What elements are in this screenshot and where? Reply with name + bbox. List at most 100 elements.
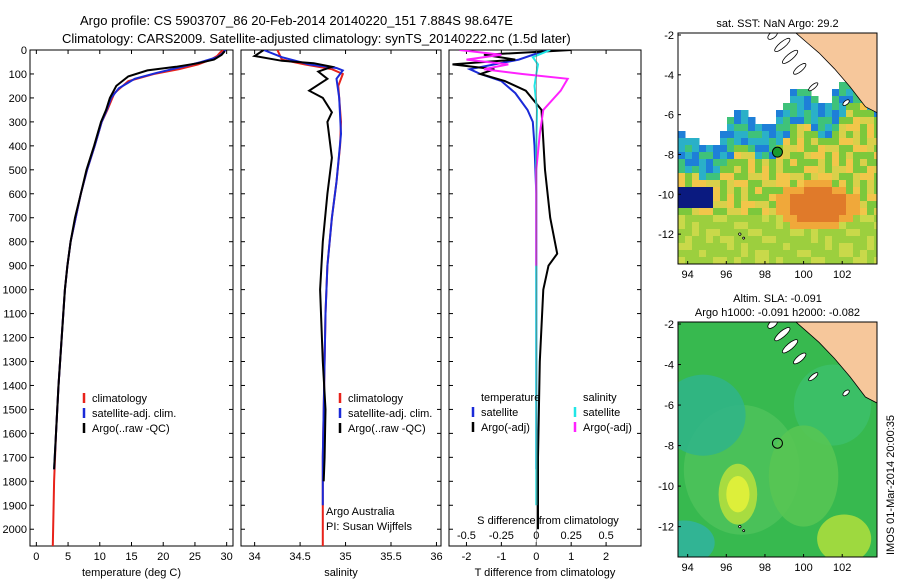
sst-cell (755, 187, 763, 195)
sst-cell (769, 222, 777, 230)
y-tick-label: 1700 (3, 452, 27, 464)
sst-cell (685, 215, 693, 223)
sst-cell (734, 166, 742, 174)
sst-cell (776, 131, 784, 139)
sst-cell (755, 124, 763, 132)
sst-cell (713, 201, 721, 209)
sst-cell (846, 222, 854, 230)
island (793, 63, 807, 75)
sst-cell (818, 208, 826, 216)
sst-cell (790, 243, 798, 251)
sst-cell (762, 201, 770, 209)
sst-cell (678, 201, 686, 209)
sst-cell (839, 257, 847, 264)
sst-cell (797, 131, 805, 139)
sst-cell (818, 173, 826, 181)
sst-cell (804, 250, 812, 258)
sst-cell (804, 124, 812, 132)
sst-cell (804, 138, 812, 146)
sst-cell (797, 89, 805, 97)
legend-label: Argo(..raw -QC) (348, 423, 426, 435)
map-y-tick-label: -6 (664, 110, 674, 122)
sst-cell (783, 215, 791, 223)
sst-cell (818, 145, 826, 153)
legend-label: Argo(-adj) (583, 422, 632, 434)
sst-cell (839, 82, 847, 90)
sst-cell (783, 117, 791, 125)
map-frame (677, 32, 878, 265)
map-x-tick-label: 94 (682, 562, 694, 574)
sst-cell (769, 145, 777, 153)
plot-frame (448, 49, 642, 547)
sst-cell (734, 131, 742, 139)
sst-cell (790, 236, 798, 244)
sst-cell (874, 110, 877, 118)
sst-cell (783, 166, 791, 174)
sst-cell (811, 222, 819, 230)
sst-cell (832, 159, 840, 167)
sst-cell (860, 103, 868, 111)
sst-cell (839, 96, 847, 104)
sst-cell (713, 187, 721, 195)
sst-cell (692, 145, 700, 153)
map-y-tick-label: -4 (664, 360, 674, 372)
sst-cell (699, 194, 707, 202)
sst-cell (755, 208, 763, 216)
sst-cell (748, 166, 756, 174)
sst-cell (846, 187, 854, 195)
sst-cell (734, 145, 742, 153)
sst-cell (685, 187, 693, 195)
sst-cell (720, 208, 728, 216)
top-tick-label: 0.5 (598, 530, 613, 542)
sst-cell (755, 145, 763, 153)
sst-cell (678, 166, 686, 174)
legend-label: climatology (92, 393, 148, 405)
sst-cell (692, 166, 700, 174)
sst-cell (839, 138, 847, 146)
sst-cell (804, 173, 812, 181)
sst-cell (734, 201, 742, 209)
sst-cell (853, 138, 861, 146)
sst-cell (797, 124, 805, 132)
sst-cell (825, 110, 833, 118)
sst-cell (853, 159, 861, 167)
sst-cell (867, 124, 875, 132)
sst-cell (790, 257, 798, 264)
sst-cell (846, 194, 854, 202)
sst-cell (860, 236, 868, 244)
sst-cell (748, 117, 756, 125)
sst-cell (867, 131, 875, 139)
imos-stamp: IMOS 01-Mar-2014 20:00:35 (885, 415, 897, 555)
sst-cell (860, 243, 868, 251)
top-tick-label: 0.25 (560, 530, 581, 542)
sst-cell (811, 194, 819, 202)
sst-cell (811, 138, 819, 146)
sst-cell (741, 222, 749, 230)
sst-cell (797, 201, 805, 209)
sst-cell (867, 194, 875, 202)
y-tick-label: 200 (9, 93, 27, 105)
sst-cell (699, 215, 707, 223)
sst-cell (783, 208, 791, 216)
sst-cell (678, 187, 686, 195)
sst-cell (853, 236, 861, 244)
sst-cell (762, 187, 770, 195)
sst-cell (860, 138, 868, 146)
sst-cell (790, 180, 798, 188)
sst-cell (741, 250, 749, 258)
argo-position-marker (771, 437, 783, 449)
sst-cell (776, 236, 784, 244)
sst-cell (797, 173, 805, 181)
sst-cell (846, 236, 854, 244)
series-line-argo-raw-qc- (251, 50, 336, 482)
map-y-tick-label: -6 (664, 400, 674, 412)
sst-cell (832, 194, 840, 202)
sst-cell (853, 103, 861, 111)
sst-cell (685, 180, 693, 188)
annotation-line: Argo Australia (326, 506, 395, 518)
sst-cell (699, 152, 707, 160)
x-axis-label: T difference from climatology (475, 567, 616, 579)
y-tick-label: 600 (9, 189, 27, 201)
sst-cell (811, 131, 819, 139)
sst-cell (811, 124, 819, 132)
